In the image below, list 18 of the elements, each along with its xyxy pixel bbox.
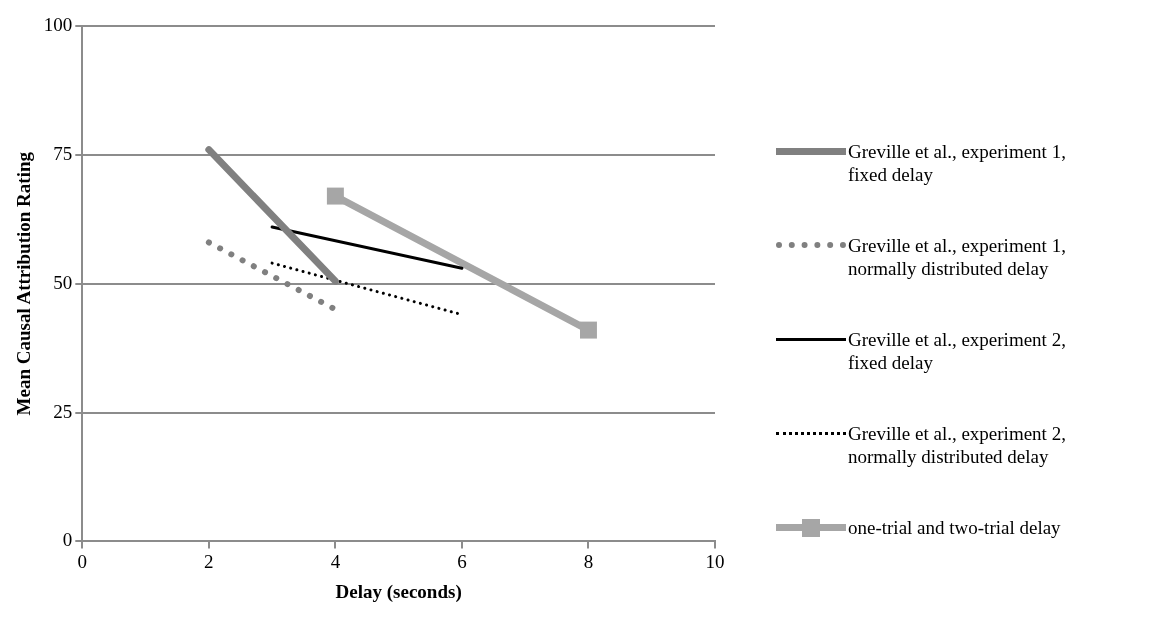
legend-label: Greville et al., experiment 2, fixed delay	[848, 328, 1067, 374]
x-tick-label: 0	[77, 550, 88, 572]
y-tick-label: 100	[43, 13, 73, 35]
y-tick-label: 0	[62, 529, 73, 551]
x-tick-label: 4	[330, 550, 341, 572]
x-tick-label: 2	[204, 550, 214, 572]
legend-label: one-trial and two-trial delay	[848, 516, 1061, 539]
x-axis-title: Delay (seconds)	[335, 580, 462, 603]
x-tick-label: 10	[705, 550, 725, 572]
legend-label: Greville et al., experiment 1, fixed delay	[848, 140, 1067, 186]
y-tick-label: 50	[53, 271, 73, 293]
legend-label: Greville et al., experiment 1, normally distributed delay	[848, 234, 1067, 280]
y-tick-label: 75	[53, 142, 73, 164]
x-tick-label: 6	[457, 550, 467, 572]
legend-label: Greville et al., experiment 2, normally distributed delay	[848, 422, 1067, 468]
x-tick-label: 8	[583, 550, 594, 572]
y-axis-title: Mean Causal Attribution Rating	[13, 151, 35, 416]
y-tick-label: 25	[53, 400, 73, 422]
